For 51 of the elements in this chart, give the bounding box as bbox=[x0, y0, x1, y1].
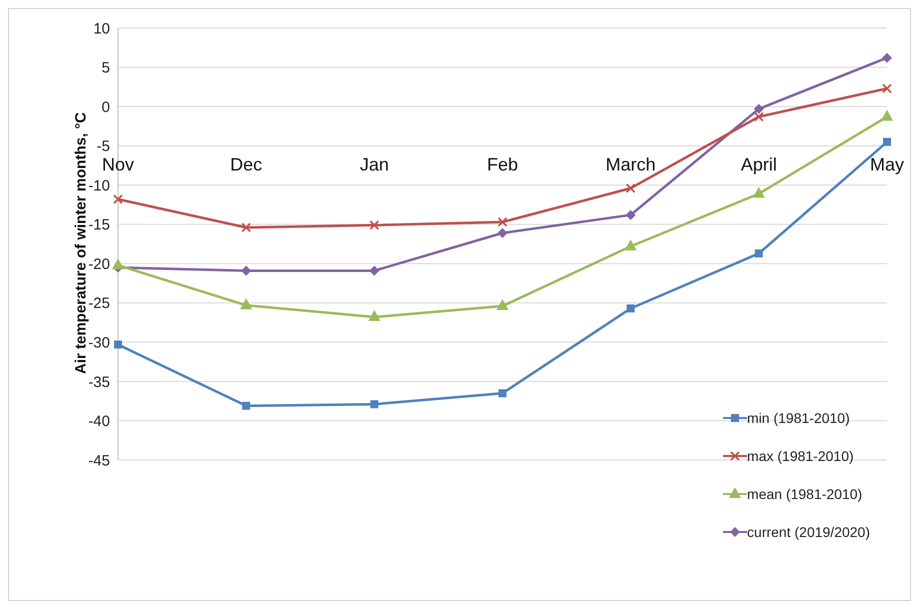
legend-label: max (1981-2010) bbox=[747, 448, 854, 464]
legend-label: mean (1981-2010) bbox=[747, 486, 862, 502]
point bbox=[240, 298, 252, 310]
y-tick-label: 10 bbox=[93, 20, 110, 38]
x-tick-label: Feb bbox=[486, 154, 518, 175]
point bbox=[883, 138, 891, 146]
point bbox=[496, 299, 508, 310]
point bbox=[368, 310, 380, 322]
y-tick-label: -5 bbox=[96, 138, 110, 156]
point bbox=[882, 52, 892, 63]
point bbox=[881, 110, 893, 121]
point bbox=[369, 220, 380, 230]
point bbox=[626, 183, 636, 194]
point bbox=[754, 104, 764, 114]
y-tick-label: -25 bbox=[88, 295, 110, 312]
point bbox=[498, 217, 508, 227]
point bbox=[114, 340, 122, 349]
point bbox=[752, 186, 765, 198]
x-tick-label: Dec bbox=[230, 154, 262, 175]
point bbox=[113, 194, 123, 204]
point bbox=[498, 389, 506, 398]
x-tick-label: March bbox=[606, 154, 656, 175]
point bbox=[498, 228, 508, 238]
point bbox=[882, 84, 892, 94]
point bbox=[754, 112, 764, 122]
point bbox=[626, 210, 636, 220]
y-tick-label: -35 bbox=[88, 374, 110, 391]
point bbox=[112, 258, 124, 270]
point bbox=[626, 304, 635, 312]
y-tick-label: 0 bbox=[102, 98, 110, 116]
point bbox=[241, 222, 252, 232]
x-tick-label: April bbox=[740, 154, 777, 175]
y-axis-title: Air temperature of winter months, °C bbox=[72, 112, 90, 374]
y-tick-label: -30 bbox=[88, 334, 110, 352]
y-tick-label: -20 bbox=[88, 256, 110, 273]
point bbox=[754, 249, 763, 258]
legend-label: min (1981-2010) bbox=[747, 410, 850, 426]
x-tick-label: May bbox=[870, 154, 904, 175]
y-tick-label: 5 bbox=[102, 60, 110, 77]
point bbox=[242, 402, 250, 410]
y-tick-label: -15 bbox=[88, 216, 110, 234]
legend-label: current (2019/2020) bbox=[747, 524, 870, 540]
point bbox=[241, 266, 252, 276]
y-tick-label: -40 bbox=[88, 413, 110, 430]
y-tick-label: -10 bbox=[88, 177, 110, 194]
x-tick-label: Jan bbox=[360, 154, 389, 175]
y-tick-label: -45 bbox=[88, 452, 110, 470]
x-tick-label: Nov bbox=[102, 154, 134, 175]
point bbox=[370, 400, 378, 408]
point bbox=[369, 266, 380, 276]
point bbox=[624, 239, 637, 250]
